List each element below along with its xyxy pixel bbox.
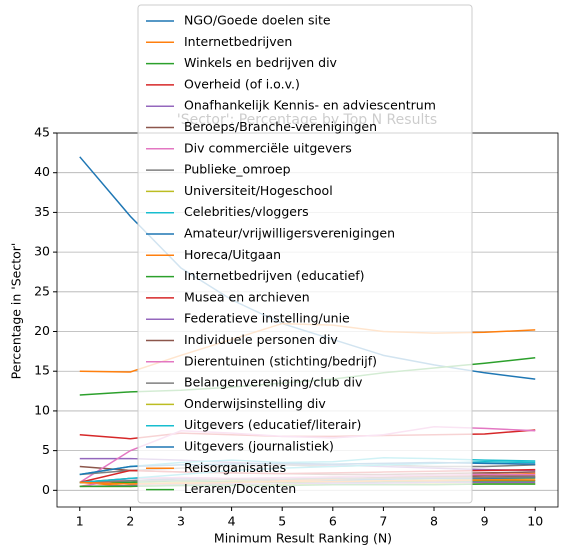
x-tick-label: 8: [430, 514, 438, 529]
x-tick-label: 5: [278, 514, 286, 529]
x-tick-label: 6: [329, 514, 337, 529]
legend-label: Div commerciële uitgevers: [184, 140, 352, 155]
x-tick-label: 1: [76, 514, 84, 529]
legend-label: Winkels en bedrijven div: [184, 55, 338, 70]
x-tick-label: 7: [379, 514, 387, 529]
legend-label: Onderwijsinstelling div: [184, 396, 326, 411]
legend-label: Publieke_omroep: [184, 162, 291, 177]
legend-label: Leraren/Docenten: [184, 481, 296, 496]
x-tick-label: 10: [527, 514, 543, 529]
y-tick-label: 35: [34, 204, 50, 219]
legend-label: Uitgevers (educatief/literair): [184, 417, 361, 432]
legend-label: Onafhankelijk Kennis- en adviescentrum: [184, 98, 436, 113]
legend-label: Beroeps/Branche-verenigingen: [184, 119, 377, 134]
legend-label: Uitgevers (journalistiek): [184, 439, 334, 454]
legend-label: Celebrities/vloggers: [184, 204, 309, 219]
legend-label: Amateur/vrijwilligersverenigingen: [184, 226, 395, 241]
legend-label: Overheid (of i.o.v.): [184, 76, 300, 91]
y-tick-label: 20: [34, 323, 50, 338]
legend-label: Belangenvereniging/club div: [184, 375, 363, 390]
legend-label: Musea en archieven: [184, 289, 310, 304]
y-tick-label: 15: [34, 363, 50, 378]
y-tick-label: 40: [34, 164, 50, 179]
x-tick-label: 4: [228, 514, 236, 529]
x-tick-label: 9: [481, 514, 489, 529]
legend-label: Individuele personen div: [184, 332, 338, 347]
legend-label: Federatieve instelling/unie: [184, 311, 350, 326]
x-tick-label: 3: [177, 514, 185, 529]
y-tick-label: 0: [42, 482, 50, 497]
legend-label: Reisorganisaties: [184, 460, 286, 475]
legend-label: Horeca/Uitgaan: [184, 247, 281, 262]
legend-label: NGO/Goede doelen site: [184, 13, 331, 28]
x-tick-label: 2: [126, 514, 134, 529]
y-tick-label: 5: [42, 442, 50, 457]
x-axis-label: Minimum Result Ranking (N): [214, 531, 392, 546]
legend-label: Dierentuinen (stichting/bedrijf): [184, 353, 377, 368]
y-tick-label: 25: [34, 283, 50, 298]
y-axis-label: Percentage in 'Sector': [9, 243, 24, 380]
legend-box: [137, 4, 473, 504]
y-tick-label: 45: [34, 125, 50, 140]
legend-label: Universiteit/Hogeschool: [184, 183, 333, 198]
y-tick-label: 10: [34, 402, 50, 417]
legend-label: Internetbedrijven (educatief): [184, 268, 365, 283]
legend-label: Internetbedrijven: [184, 34, 292, 49]
y-tick-label: 30: [34, 244, 50, 259]
